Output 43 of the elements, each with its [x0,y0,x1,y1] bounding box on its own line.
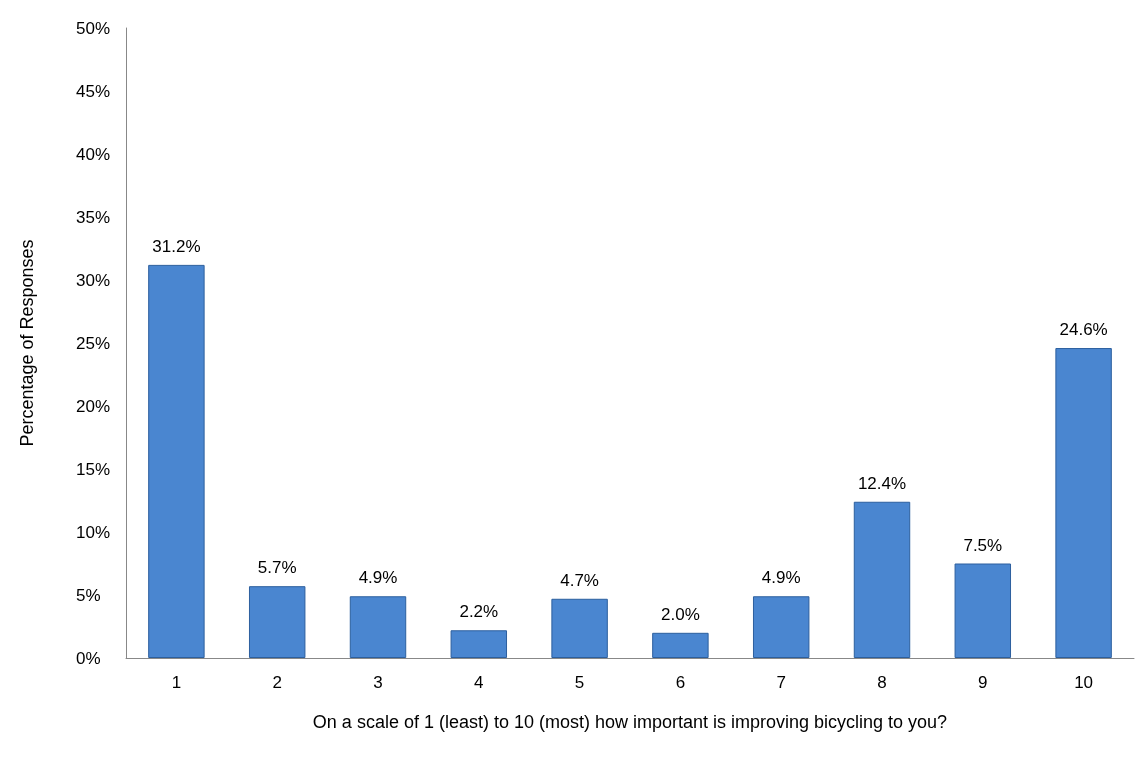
x-tick-label: 2 [272,673,282,692]
x-tick-label: 1 [171,673,182,692]
x-axis-title: On a scale of 1 (least) to 10 (most) how important is improving bicycling to you? [312,712,948,732]
x-tick-label: 3 [373,673,383,692]
data-label: 24.6% [1059,320,1108,340]
bar [551,598,608,658]
data-label: 2.0% [661,604,700,624]
y-tick-label: 40% [76,144,111,164]
x-tick-label: 5 [574,673,585,692]
data-label: 4.7% [560,570,599,590]
x-tick-label: 6 [675,673,686,692]
bar [752,596,810,658]
data-label: 5.7% [257,558,297,578]
bar [148,264,205,658]
x-tick-label: 9 [978,673,988,692]
y-axis-title: Percentage of Responses [17,239,37,447]
y-tick-label: 35% [76,207,111,227]
y-tick-label: 50% [76,18,111,38]
bar [1055,348,1112,658]
data-label: 4.9% [358,568,398,588]
y-tick-label: 5% [76,585,101,605]
data-label: 12.4% [857,473,907,493]
y-tick-label: 30% [76,270,111,290]
y-tick-label: 25% [76,333,111,353]
bar [248,586,306,658]
data-label: 2.2% [459,602,499,622]
y-tick-label: 45% [76,81,111,101]
bar [349,596,407,658]
bar [853,501,911,658]
data-label: 7.5% [963,535,1003,555]
y-tick-label: 0% [76,648,101,668]
data-label: 4.9% [761,568,801,588]
data-label: 31.2% [152,236,201,256]
y-tick-label: 20% [76,396,111,416]
x-tick-label: 4 [474,673,484,692]
y-tick-label: 10% [76,522,111,542]
bar [652,632,709,658]
x-tick-label: 7 [776,673,786,692]
x-tick-label: 8 [877,673,887,692]
y-tick-label: 15% [76,459,111,479]
bar [954,563,1012,658]
x-tick-label: 10 [1074,673,1094,692]
bar [450,630,508,658]
